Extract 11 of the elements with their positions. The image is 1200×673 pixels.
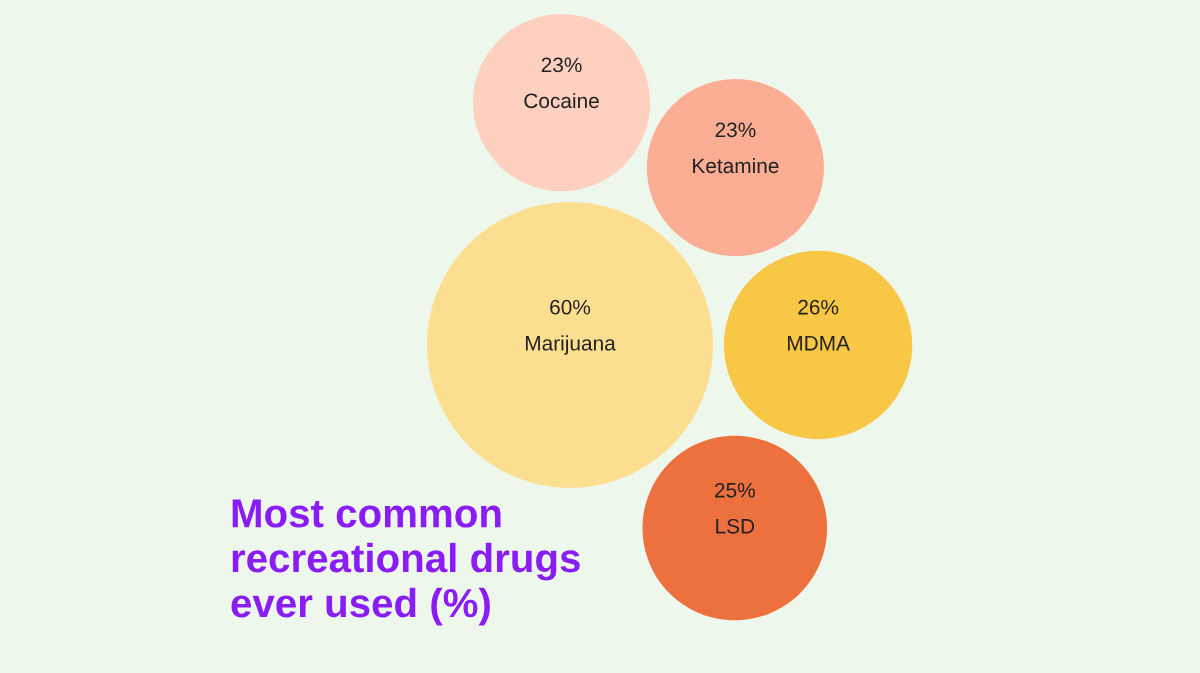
category-label: MDMA	[788, 336, 850, 351]
category-label: Ketamine	[693, 157, 779, 174]
data-label: 26%	[798, 299, 839, 315]
category-label: Cocaine	[524, 92, 599, 109]
data-label: 23%	[541, 57, 582, 73]
category-label: LSD	[716, 518, 755, 534]
data-label: 23%	[715, 122, 756, 138]
category-label: Marijuana	[525, 335, 616, 355]
data-label: 25%	[715, 482, 755, 498]
text: Most common recreational drugs ever used (%)	[231, 499, 580, 626]
data-label: 60%	[550, 299, 591, 315]
